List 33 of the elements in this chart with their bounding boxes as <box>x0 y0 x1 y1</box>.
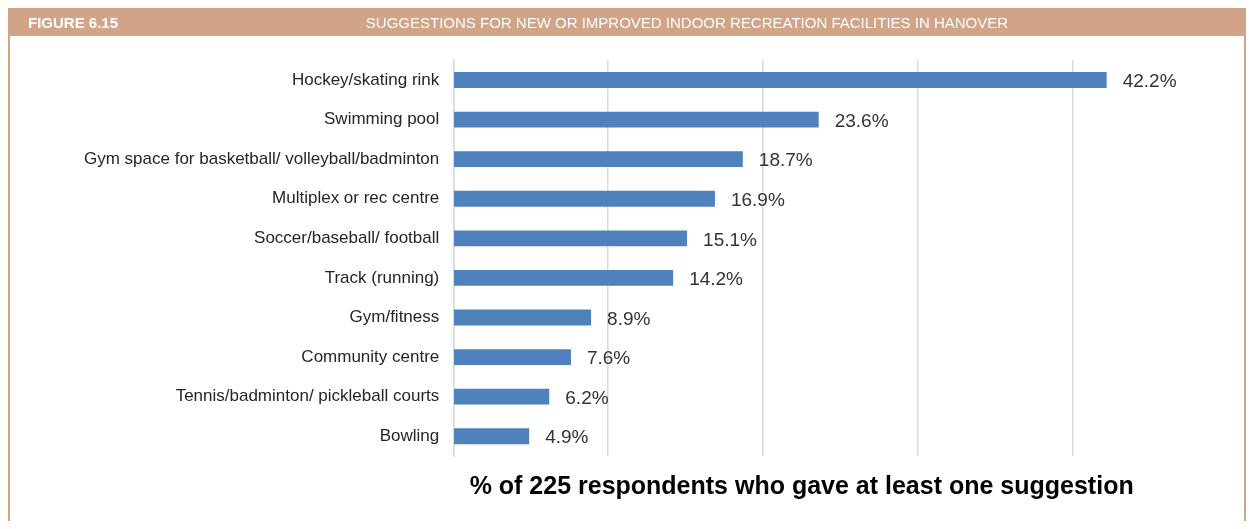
y-tick-label: Bowling <box>379 425 440 445</box>
chart-title: SUGGESTIONS FOR NEW OR IMPROVED INDOOR RECREATION FACILITIES IN HANOVER <box>365 13 1009 31</box>
x-axis-title: % of 225 respondents who gave at least one suggestion <box>469 470 1134 499</box>
data-label: 18.7% <box>758 149 813 171</box>
bar <box>454 428 530 445</box>
y-tick-label: Swimming pool <box>324 109 440 129</box>
y-tick-label: Hockey/skating rink <box>291 69 440 89</box>
data-label: 8.9% <box>607 307 651 329</box>
data-label: 16.9% <box>730 188 785 210</box>
bar <box>454 269 674 286</box>
bar <box>454 388 550 405</box>
data-label: 15.1% <box>703 228 758 250</box>
bar <box>454 72 1107 88</box>
data-label: 4.9% <box>545 426 589 448</box>
bar <box>454 230 688 247</box>
bar <box>454 309 592 326</box>
y-tick-label: Track (running) <box>324 267 440 287</box>
data-label: 7.6% <box>586 347 631 369</box>
bar <box>454 111 819 128</box>
y-tick-label: Multiplex or rec centre <box>272 188 440 208</box>
y-tick-label: Gym/fitness <box>349 307 440 327</box>
data-label: 6.2% <box>565 386 609 408</box>
bar <box>454 190 715 207</box>
y-tick-label: Gym space for basketball/ volleyball/badminton <box>83 148 440 168</box>
data-label: 23.6% <box>834 109 889 131</box>
caption: FIGURE 6.15 <box>28 13 119 31</box>
data-label: 14.2% <box>689 268 744 290</box>
y-tick-label: Tennis/badminton/ pickleball courts <box>175 386 440 406</box>
data-label: 42.2% <box>1122 70 1177 92</box>
bar <box>454 151 743 168</box>
bar <box>454 349 571 365</box>
y-tick-label: Community centre <box>301 346 440 366</box>
y-tick-label: Soccer/baseball/ football <box>254 228 440 247</box>
